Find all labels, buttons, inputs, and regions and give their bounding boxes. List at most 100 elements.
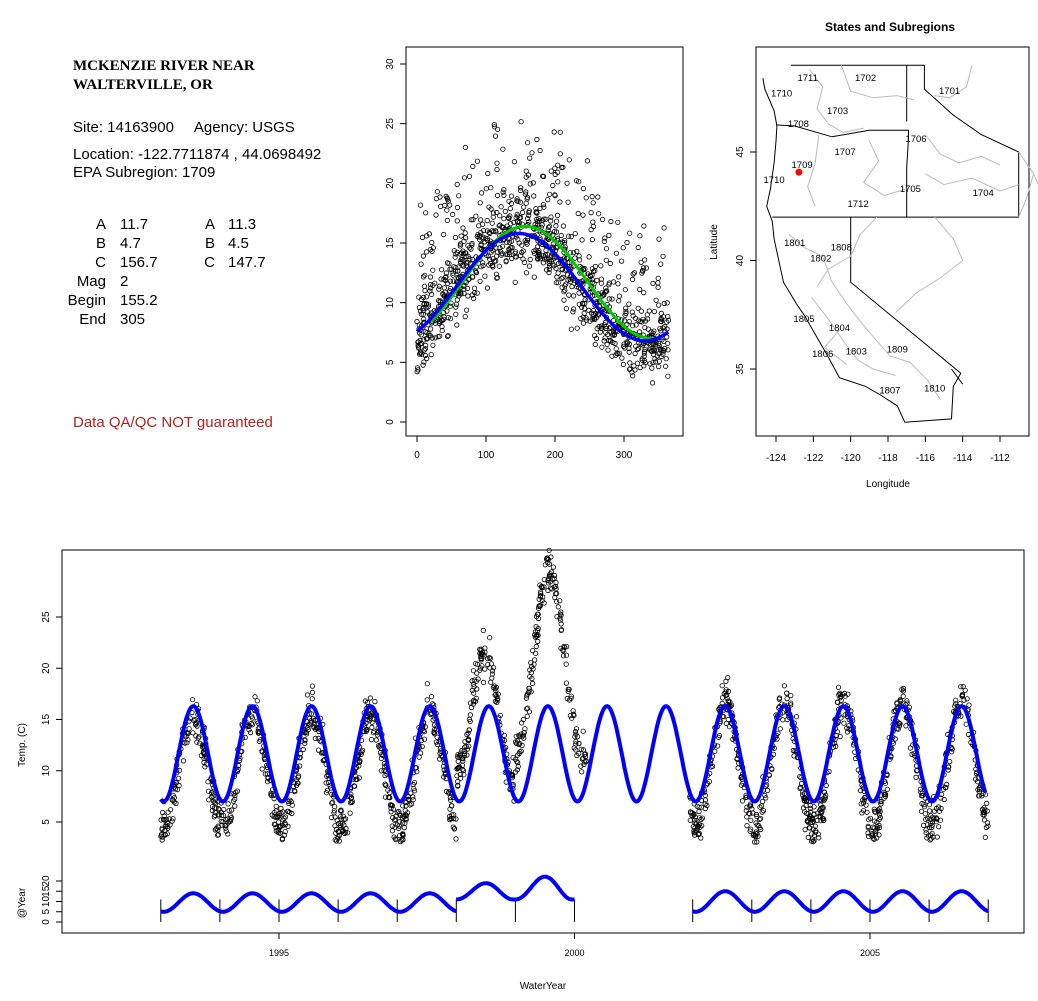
annual-lines <box>160 874 989 914</box>
ts-data-point <box>922 811 928 817</box>
seasonal-data-point <box>527 181 533 187</box>
seasonal-data-point <box>588 227 594 233</box>
seasonal-data-point <box>553 223 559 229</box>
seasonal-data-point <box>606 232 612 238</box>
ts-data-point <box>576 750 582 757</box>
ts-data-point <box>411 780 418 786</box>
map-x-tick-label: -114 <box>953 453 973 464</box>
ts-data-point <box>558 612 564 618</box>
ts-data-point <box>532 657 538 663</box>
ts-data-point <box>557 615 563 621</box>
seasonal-data-point <box>550 182 556 189</box>
ts-data-point <box>972 776 979 782</box>
seasonal-data-point <box>609 296 615 302</box>
ts-data-point <box>493 691 499 697</box>
ts-data-point <box>229 807 235 813</box>
seasonal-data-point <box>489 220 495 226</box>
seasonal-data-point <box>622 345 628 351</box>
ts-data-point <box>573 731 579 737</box>
ts-data-point <box>725 698 731 704</box>
ts-data-point <box>807 805 814 812</box>
seasonal-data-point <box>606 296 612 302</box>
ts-data-point <box>946 764 952 770</box>
seasonal-data-point <box>514 196 520 202</box>
seasonal-data-point <box>638 308 645 314</box>
region-label: 1709 <box>792 160 813 171</box>
ts-data-point <box>163 822 169 828</box>
ts-data-point <box>524 705 531 711</box>
seasonal-data-point <box>637 286 643 293</box>
ts-data-point <box>699 815 706 821</box>
seasonal-data-point <box>424 355 430 362</box>
ts-data-point <box>520 716 527 723</box>
ts-data-point <box>289 810 295 817</box>
ts-data-point <box>692 829 698 836</box>
ts-data-point <box>769 766 775 773</box>
ts-data-point <box>161 816 167 823</box>
ts-data-point <box>489 671 495 677</box>
ts-data-point <box>873 828 879 834</box>
subregion-boundary <box>862 140 907 196</box>
ts-data-point <box>876 806 883 812</box>
subregion-boundary <box>895 216 964 313</box>
seasonal-data-point <box>546 191 553 197</box>
seasonal-data-point <box>465 293 471 299</box>
ts-data-point <box>375 743 382 749</box>
ts-data-point <box>226 807 232 814</box>
ts-data-point <box>297 763 303 769</box>
ts-data-point <box>369 724 375 731</box>
seasonal-data-point <box>417 350 423 356</box>
ts-data-point <box>396 819 403 825</box>
ts-data-point <box>485 661 491 668</box>
ts-data-point <box>933 816 939 822</box>
ts-data-point <box>759 809 765 815</box>
seasonal-data-point <box>622 287 628 293</box>
seasonal-data-point <box>422 287 428 294</box>
seasonal-data-point <box>445 332 451 339</box>
ts-data-point <box>821 789 827 795</box>
seasonal-data-point <box>630 323 636 329</box>
seasonal-data-point <box>599 216 606 223</box>
subregion-boundary <box>811 297 896 376</box>
ts-data-point <box>338 822 344 829</box>
param-label-2: B <box>204 235 215 252</box>
ts-x-tick-label: 1995 <box>269 948 289 958</box>
ts-data-point <box>524 691 531 697</box>
ts-data-point <box>953 697 959 703</box>
ts-data-point <box>962 687 968 693</box>
seasonal-data-point <box>548 214 554 220</box>
ts-data-point <box>774 736 780 742</box>
ts-data-point <box>750 832 756 838</box>
ts-data-point <box>434 741 440 748</box>
param-value: 156.7 <box>120 254 158 271</box>
ts-data-point <box>206 797 212 803</box>
seasonal-data-point <box>580 212 586 218</box>
ts-data-point <box>399 820 406 826</box>
ts-data-point <box>563 680 570 686</box>
ts-data-point <box>754 813 760 820</box>
ts-data-point <box>797 785 803 792</box>
seasonal-data-point <box>437 333 443 339</box>
seasonal-data-point <box>531 274 537 280</box>
seasonal-data-point <box>651 308 658 315</box>
seasonal-data-point <box>426 332 432 339</box>
seasonal-data-point <box>434 189 440 195</box>
seasonal-data-point <box>526 208 533 214</box>
ts-data-point <box>520 732 527 738</box>
ts-data-point <box>378 755 384 762</box>
seasonal-data-point <box>623 308 629 314</box>
ts-data-point <box>719 695 726 701</box>
seasonal-data-point <box>630 271 636 277</box>
seasonal-data-point <box>450 278 456 284</box>
ts-data-point <box>255 730 261 736</box>
ts-data-point <box>541 600 547 606</box>
seasonal-data-point <box>450 272 456 278</box>
map-x-tick-label: -124 <box>766 453 786 464</box>
subregion-boundary <box>924 134 1001 166</box>
map-title: States and Subregions <box>825 20 955 34</box>
ts-data-point <box>754 839 760 845</box>
seasonal-data-point <box>540 217 546 223</box>
ts-data-point <box>808 831 815 837</box>
seasonal-data-point <box>484 285 491 291</box>
seasonal-data-point <box>598 263 604 269</box>
